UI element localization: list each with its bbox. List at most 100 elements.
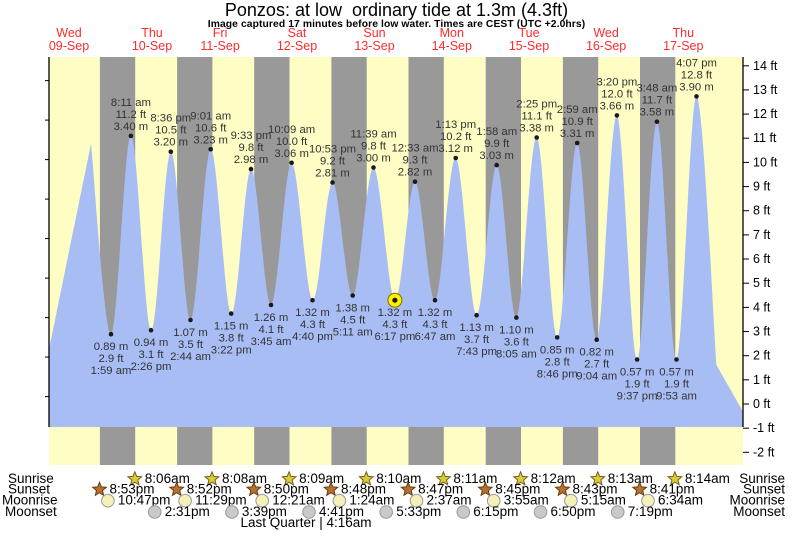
svg-text:16-Sep: 16-Sep xyxy=(586,39,626,53)
svg-text:4.5 ft: 4.5 ft xyxy=(340,315,366,327)
svg-text:1.32 m: 1.32 m xyxy=(378,307,413,319)
svg-text:3.5 ft: 3.5 ft xyxy=(178,339,204,351)
svg-text:2.7 ft: 2.7 ft xyxy=(584,359,610,371)
svg-text:Tue: Tue xyxy=(518,26,539,40)
svg-text:6 ft: 6 ft xyxy=(753,252,771,266)
svg-text:9:37 pm: 9:37 pm xyxy=(617,391,658,403)
svg-text:3.20 m: 3.20 m xyxy=(154,137,189,149)
svg-text:-1 ft: -1 ft xyxy=(753,421,775,435)
svg-text:3.06 m: 3.06 m xyxy=(274,148,309,160)
svg-text:10:47pm: 10:47pm xyxy=(118,493,171,508)
svg-text:1:13 pm: 1:13 pm xyxy=(435,119,476,131)
svg-text:7:43 pm: 7:43 pm xyxy=(456,346,497,358)
svg-text:4 ft: 4 ft xyxy=(753,300,771,314)
svg-text:3.40 m: 3.40 m xyxy=(114,121,149,133)
svg-text:10.6 ft: 10.6 ft xyxy=(195,122,227,134)
svg-text:3.00 m: 3.00 m xyxy=(356,153,391,165)
svg-text:3.6 ft: 3.6 ft xyxy=(504,337,530,349)
svg-text:9 ft: 9 ft xyxy=(753,180,771,194)
svg-text:8:05 am: 8:05 am xyxy=(496,349,537,361)
svg-text:1.32 m: 1.32 m xyxy=(418,307,453,319)
svg-text:8:11 am: 8:11 am xyxy=(111,97,151,109)
svg-text:4:40 pm: 4:40 pm xyxy=(292,331,333,343)
svg-text:9:01 am: 9:01 am xyxy=(190,110,231,122)
svg-text:Moonset: Moonset xyxy=(5,504,57,519)
svg-text:12-Sep: 12-Sep xyxy=(277,39,317,53)
svg-text:12.0 ft: 12.0 ft xyxy=(601,88,633,100)
svg-text:9.8 ft: 9.8 ft xyxy=(361,141,387,153)
svg-text:2:31pm: 2:31pm xyxy=(165,504,210,519)
svg-text:3.1 ft: 3.1 ft xyxy=(138,349,164,361)
svg-text:1:58 am: 1:58 am xyxy=(476,126,517,138)
svg-text:12.8 ft: 12.8 ft xyxy=(681,69,713,81)
svg-text:10:09 am: 10:09 am xyxy=(268,124,315,136)
svg-text:11.1 ft: 11.1 ft xyxy=(521,111,552,123)
svg-text:1.15 m: 1.15 m xyxy=(214,321,249,333)
svg-text:5:11 am: 5:11 am xyxy=(333,327,373,339)
svg-text:3:20 pm: 3:20 pm xyxy=(596,76,637,88)
svg-text:2.81 m: 2.81 m xyxy=(315,168,350,180)
svg-text:2 ft: 2 ft xyxy=(753,349,771,363)
svg-text:1.9 ft: 1.9 ft xyxy=(664,379,690,391)
svg-text:3.7 ft: 3.7 ft xyxy=(464,334,490,346)
svg-text:8 ft: 8 ft xyxy=(753,204,771,218)
svg-text:3.31 m: 3.31 m xyxy=(560,128,595,140)
svg-text:9:53 am: 9:53 am xyxy=(656,391,697,403)
svg-text:Moonset: Moonset xyxy=(733,504,785,519)
svg-text:2.82 m: 2.82 m xyxy=(398,167,433,179)
svg-text:Mon: Mon xyxy=(440,26,464,40)
svg-text:6:47 am: 6:47 am xyxy=(415,331,456,343)
svg-text:3 ft: 3 ft xyxy=(753,325,771,339)
svg-text:Thu: Thu xyxy=(673,26,695,40)
svg-text:12:33 am: 12:33 am xyxy=(391,143,438,155)
svg-text:Sat: Sat xyxy=(288,26,307,40)
svg-text:Fri: Fri xyxy=(213,26,228,40)
svg-text:1:59 am: 1:59 am xyxy=(91,365,132,377)
svg-text:9.2 ft: 9.2 ft xyxy=(320,156,346,168)
svg-text:11 ft: 11 ft xyxy=(753,131,777,145)
svg-text:09-Sep: 09-Sep xyxy=(49,39,89,53)
svg-text:Wed: Wed xyxy=(56,26,82,40)
svg-text:8:46 pm: 8:46 pm xyxy=(537,368,578,380)
svg-text:13 ft: 13 ft xyxy=(753,83,778,97)
svg-text:Last Quarter | 4:16am: Last Quarter | 4:16am xyxy=(240,515,371,530)
svg-text:15-Sep: 15-Sep xyxy=(509,39,549,53)
svg-text:3.66 m: 3.66 m xyxy=(600,100,635,112)
svg-text:4:07 pm: 4:07 pm xyxy=(676,57,717,69)
svg-text:1 ft: 1 ft xyxy=(753,373,771,387)
svg-text:Wed: Wed xyxy=(593,26,619,40)
svg-text:Thu: Thu xyxy=(141,26,163,40)
svg-text:1.26 m: 1.26 m xyxy=(254,312,289,324)
svg-text:3.58 m: 3.58 m xyxy=(640,107,675,119)
svg-text:2:25 pm: 2:25 pm xyxy=(516,99,557,111)
svg-text:3.38 m: 3.38 m xyxy=(519,123,554,135)
svg-text:Sun: Sun xyxy=(363,26,385,40)
svg-text:10.5 ft: 10.5 ft xyxy=(155,125,187,137)
svg-text:10 ft: 10 ft xyxy=(753,155,778,169)
svg-text:9.9 ft: 9.9 ft xyxy=(484,138,510,150)
svg-text:11-Sep: 11-Sep xyxy=(200,39,239,53)
svg-text:1.13 m: 1.13 m xyxy=(459,322,494,334)
svg-text:2:26 pm: 2:26 pm xyxy=(131,361,172,373)
svg-text:9.3 ft: 9.3 ft xyxy=(402,155,428,167)
svg-text:1.10 m: 1.10 m xyxy=(499,325,534,337)
svg-text:9.8 ft: 9.8 ft xyxy=(238,142,264,154)
svg-text:5:33pm: 5:33pm xyxy=(396,504,441,519)
svg-text:1.32 m: 1.32 m xyxy=(295,307,330,319)
svg-text:2:44 am: 2:44 am xyxy=(170,351,211,363)
svg-text:12 ft: 12 ft xyxy=(753,107,778,121)
svg-text:5 ft: 5 ft xyxy=(753,276,771,290)
svg-text:3:48 am: 3:48 am xyxy=(636,83,677,95)
svg-text:4.3 ft: 4.3 ft xyxy=(382,319,408,331)
svg-text:-2 ft: -2 ft xyxy=(753,445,775,459)
svg-text:10.0 ft: 10.0 ft xyxy=(276,136,308,148)
svg-text:1.07 m: 1.07 m xyxy=(173,327,208,339)
svg-text:6:15pm: 6:15pm xyxy=(473,504,518,519)
svg-text:0.57 m: 0.57 m xyxy=(620,367,655,379)
svg-text:10.9 ft: 10.9 ft xyxy=(561,116,593,128)
svg-text:2.8 ft: 2.8 ft xyxy=(545,356,571,368)
svg-text:17-Sep: 17-Sep xyxy=(663,39,703,53)
svg-text:10.2 ft: 10.2 ft xyxy=(440,131,472,143)
svg-text:2.9 ft: 2.9 ft xyxy=(98,353,124,365)
svg-text:3.12 m: 3.12 m xyxy=(438,143,473,155)
